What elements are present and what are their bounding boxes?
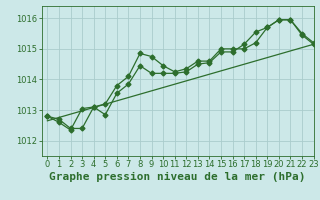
X-axis label: Graphe pression niveau de la mer (hPa): Graphe pression niveau de la mer (hPa)	[49, 172, 306, 182]
